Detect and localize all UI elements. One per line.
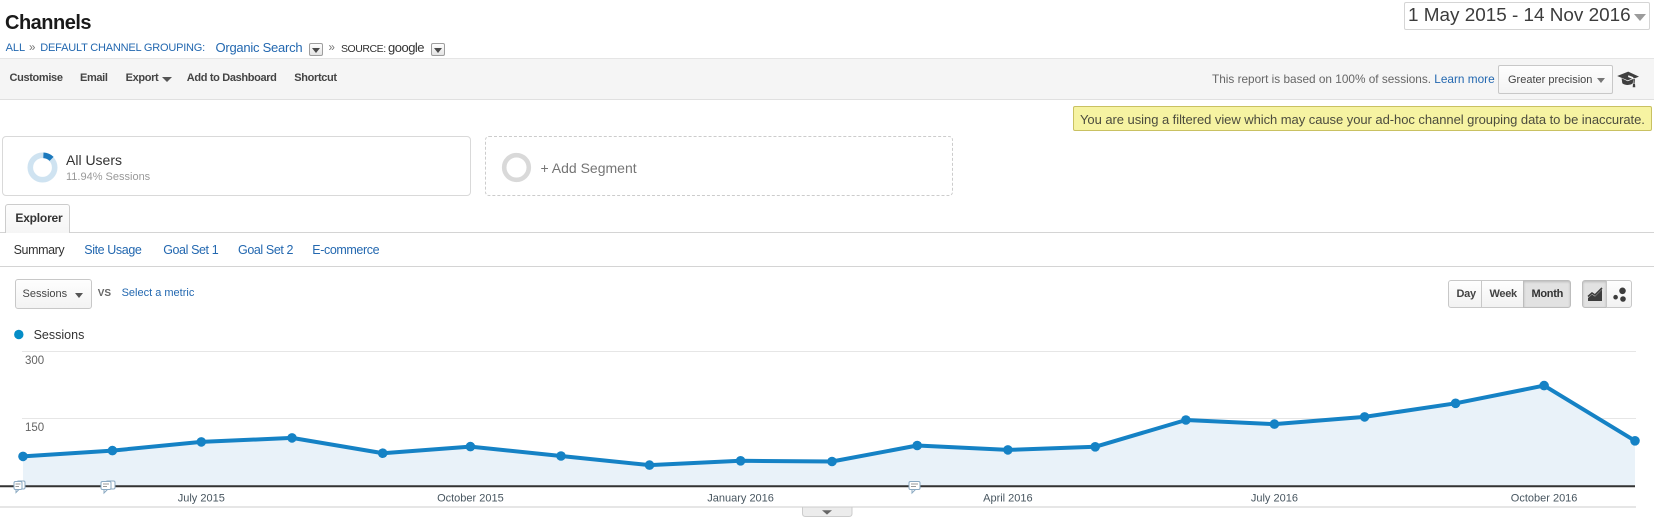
svg-text:150: 150 [25,422,44,434]
svg-text:300: 300 [25,355,44,367]
svg-text:Sessions: Sessions [34,328,85,342]
svg-text:October 2016: October 2016 [1511,493,1578,505]
svg-text:July 2015: July 2015 [178,493,225,505]
svg-text:January 2016: January 2016 [707,493,774,505]
svg-text:October 2015: October 2015 [437,493,504,505]
svg-text:July 2016: July 2016 [1251,493,1298,505]
svg-text:April 2016: April 2016 [983,493,1033,505]
